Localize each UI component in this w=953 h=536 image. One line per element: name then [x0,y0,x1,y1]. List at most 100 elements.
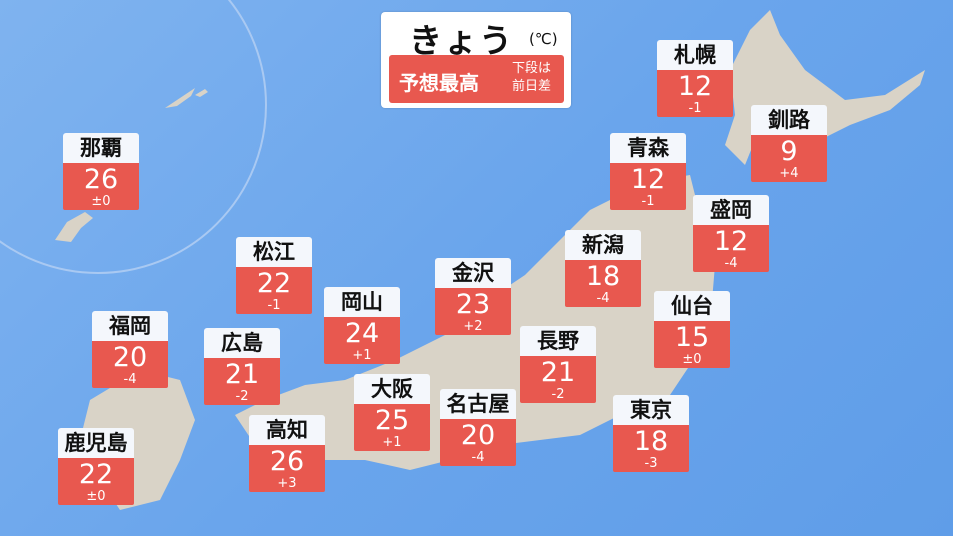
diff-note: 下段は 前日差 [512,60,551,96]
temp-box: 12 -4 [693,225,769,272]
temp-diff: +1 [352,348,372,363]
city-name: 大阪 [354,374,430,404]
subtitle: 予想最高 [399,71,479,95]
temp-box: 18 -3 [613,425,689,472]
temp-diff: -4 [596,291,610,306]
max-temp: 12 [630,164,666,195]
max-temp: 22 [256,268,292,299]
temp-box: 21 -2 [520,356,596,403]
city-label: 福岡 20 -4 [92,311,168,388]
max-temp: 26 [83,164,119,195]
temp-diff: -2 [235,389,249,404]
temp-box: 23 +2 [435,288,511,335]
temp-box: 20 -4 [92,341,168,388]
temp-box: 20 -4 [440,419,516,466]
city-name: 青森 [610,133,686,163]
temp-box: 9 +4 [751,135,827,182]
city-label: 青森 12 -1 [610,133,686,210]
temp-diff: ±0 [86,489,106,504]
temp-box: 12 -1 [610,163,686,210]
temp-diff: -2 [551,387,565,402]
temp-diff: +4 [779,166,799,181]
max-temp: 20 [112,342,148,373]
city-label: 東京 18 -3 [613,395,689,472]
max-temp: 15 [674,322,710,353]
city-name: 長野 [520,326,596,356]
city-name: 広島 [204,328,280,358]
temp-diff: -1 [267,298,281,313]
okinawa-inset-circle [0,0,267,274]
max-temp: 23 [455,289,491,320]
city-label: 釧路 9 +4 [751,105,827,182]
temp-diff: -1 [641,194,655,209]
city-name: 盛岡 [693,195,769,225]
max-temp: 24 [344,318,380,349]
city-name: 福岡 [92,311,168,341]
city-name: 高知 [249,415,325,445]
max-temp: 18 [585,261,621,292]
city-label: 松江 22 -1 [236,237,312,314]
city-label: 岡山 24 +1 [324,287,400,364]
city-name: 釧路 [751,105,827,135]
islands-inset [165,88,208,108]
city-label: 新潟 18 -4 [565,230,641,307]
city-label: 名古屋 20 -4 [440,389,516,466]
max-temp: 18 [633,426,669,457]
max-temp: 26 [269,446,305,477]
city-name: 那覇 [63,133,139,163]
city-name: 金沢 [435,258,511,288]
temp-diff: -3 [644,456,658,471]
temp-diff: -4 [123,372,137,387]
max-temp: 21 [540,357,576,388]
temp-box: 15 ±0 [654,321,730,368]
unit-label: (℃) [529,30,558,48]
legend-title-box: きょう (℃) 予想最高 下段は 前日差 [381,12,571,108]
diff-note-line1: 下段は [512,61,552,76]
city-label: 広島 21 -2 [204,328,280,405]
city-name: 鹿児島 [58,428,134,458]
temp-box: 24 +1 [324,317,400,364]
city-label: 那覇 26 ±0 [63,133,139,210]
temp-box: 12 -1 [657,70,733,117]
temp-box: 26 +3 [249,445,325,492]
city-label: 高知 26 +3 [249,415,325,492]
city-name: 名古屋 [440,389,516,419]
max-temp: 12 [677,71,713,102]
max-temp: 12 [713,226,749,257]
city-label: 札幌 12 -1 [657,40,733,117]
title: きょう [409,21,514,60]
city-name: 岡山 [324,287,400,317]
city-label: 鹿児島 22 ±0 [58,428,134,505]
max-temp: 21 [224,359,260,390]
city-name: 仙台 [654,291,730,321]
temp-box: 22 -1 [236,267,312,314]
city-label: 長野 21 -2 [520,326,596,403]
city-name: 札幌 [657,40,733,70]
city-name: 新潟 [565,230,641,260]
temp-diff: -4 [471,450,485,465]
temp-box: 18 -4 [565,260,641,307]
temp-diff: ±0 [91,194,111,209]
city-label: 金沢 23 +2 [435,258,511,335]
temp-diff: ±0 [682,352,702,367]
temp-diff: +2 [463,319,483,334]
max-temp: 20 [460,420,496,451]
city-label: 仙台 15 ±0 [654,291,730,368]
temp-diff: -1 [688,101,702,116]
diff-note-line2: 前日差 [512,79,552,94]
city-label: 大阪 25 +1 [354,374,430,451]
city-label: 盛岡 12 -4 [693,195,769,272]
subtitle-box: 予想最高 下段は 前日差 [389,55,564,103]
max-temp: 25 [374,405,410,436]
temp-box: 21 -2 [204,358,280,405]
temp-diff: -4 [724,256,738,271]
city-name: 松江 [236,237,312,267]
city-name: 東京 [613,395,689,425]
temp-diff: +1 [382,435,402,450]
temp-diff: +3 [277,476,297,491]
max-temp: 9 [780,136,798,167]
max-temp: 22 [78,459,114,490]
temp-box: 25 +1 [354,404,430,451]
temp-box: 22 ±0 [58,458,134,505]
temp-box: 26 ±0 [63,163,139,210]
